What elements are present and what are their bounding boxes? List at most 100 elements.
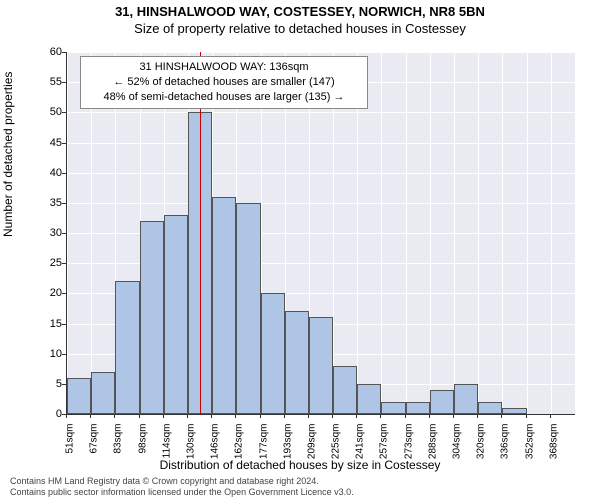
y-tick-mark xyxy=(62,384,66,385)
x-tick-label: 241sqm xyxy=(355,424,366,474)
y-tick-label: 10 xyxy=(32,348,62,360)
y-tick-label: 60 xyxy=(32,46,62,58)
x-tick-label: 273sqm xyxy=(403,424,414,474)
y-tick-label: 5 xyxy=(32,378,62,390)
histogram-bar xyxy=(115,281,139,414)
x-tick-mark xyxy=(380,414,381,418)
y-tick-mark xyxy=(62,173,66,174)
y-tick-mark xyxy=(62,112,66,113)
x-tick-mark xyxy=(260,414,261,418)
x-tick-label: 288sqm xyxy=(427,424,438,474)
x-tick-mark xyxy=(284,414,285,418)
x-tick-mark xyxy=(550,414,551,418)
histogram-bar xyxy=(357,384,381,414)
histogram-bar xyxy=(236,203,260,414)
footer-line-1: Contains HM Land Registry data © Crown c… xyxy=(10,476,590,487)
x-tick-label: 209sqm xyxy=(306,424,317,474)
y-tick-mark xyxy=(62,233,66,234)
x-tick-label: 67sqm xyxy=(89,424,100,474)
x-tick-label: 162sqm xyxy=(234,424,245,474)
x-tick-mark xyxy=(139,414,140,418)
x-tick-label: 225sqm xyxy=(331,424,342,474)
y-tick-mark xyxy=(62,82,66,83)
y-tick-label: 55 xyxy=(32,76,62,88)
y-axis-label: Number of detached properties xyxy=(1,72,15,237)
vgridline xyxy=(502,52,503,414)
x-tick-label: 257sqm xyxy=(379,424,390,474)
histogram-bar xyxy=(333,366,357,414)
footer-line-2: Contains public sector information licen… xyxy=(10,487,590,498)
x-tick-label: 51sqm xyxy=(65,424,76,474)
gridline xyxy=(67,203,575,204)
x-tick-label: 114sqm xyxy=(161,424,172,474)
x-tick-mark xyxy=(235,414,236,418)
gridline xyxy=(67,143,575,144)
x-tick-label: 177sqm xyxy=(258,424,269,474)
x-tick-label: 83sqm xyxy=(113,424,124,474)
y-tick-mark xyxy=(62,143,66,144)
histogram-bar xyxy=(261,293,285,414)
x-tick-label: 368sqm xyxy=(548,424,559,474)
x-tick-mark xyxy=(405,414,406,418)
x-tick-label: 304sqm xyxy=(452,424,463,474)
histogram-bar xyxy=(430,390,454,414)
y-tick-mark xyxy=(62,324,66,325)
y-tick-label: 45 xyxy=(32,137,62,149)
x-tick-label: 193sqm xyxy=(282,424,293,474)
vgridline xyxy=(406,52,407,414)
gridline xyxy=(67,173,575,174)
x-tick-label: 352sqm xyxy=(524,424,535,474)
histogram-bar xyxy=(309,317,333,414)
x-tick-label: 146sqm xyxy=(210,424,221,474)
x-tick-mark xyxy=(163,414,164,418)
histogram-bar xyxy=(478,402,502,414)
histogram-bar xyxy=(140,221,164,414)
vgridline xyxy=(430,52,431,414)
y-tick-mark xyxy=(62,263,66,264)
y-tick-mark xyxy=(62,354,66,355)
vgridline xyxy=(381,52,382,414)
annotation-line-2: ← 52% of detached houses are smaller (14… xyxy=(88,75,360,90)
y-tick-label: 20 xyxy=(32,287,62,299)
y-tick-label: 35 xyxy=(32,197,62,209)
vgridline xyxy=(67,52,68,414)
annotation-box: 31 HINSHALWOOD WAY: 136sqm ← 52% of deta… xyxy=(80,56,368,109)
x-tick-mark xyxy=(187,414,188,418)
histogram-bar xyxy=(502,408,526,414)
vgridline xyxy=(454,52,455,414)
x-tick-mark xyxy=(501,414,502,418)
y-tick-label: 25 xyxy=(32,257,62,269)
histogram-bar xyxy=(164,215,188,414)
y-tick-label: 50 xyxy=(32,106,62,118)
vgridline xyxy=(551,52,552,414)
x-tick-label: 130sqm xyxy=(185,424,196,474)
footer-text: Contains HM Land Registry data © Crown c… xyxy=(10,476,590,498)
y-tick-label: 0 xyxy=(32,408,62,420)
x-tick-mark xyxy=(66,414,67,418)
histogram-bar xyxy=(67,378,91,414)
y-tick-mark xyxy=(62,52,66,53)
vgridline xyxy=(478,52,479,414)
y-tick-label: 30 xyxy=(32,227,62,239)
x-tick-mark xyxy=(332,414,333,418)
y-tick-mark xyxy=(62,293,66,294)
histogram-bar xyxy=(91,372,115,414)
chart-subtitle: Size of property relative to detached ho… xyxy=(0,19,600,36)
x-tick-mark xyxy=(477,414,478,418)
histogram-bar xyxy=(406,402,430,414)
x-tick-mark xyxy=(308,414,309,418)
x-tick-mark xyxy=(211,414,212,418)
x-tick-label: 336sqm xyxy=(500,424,511,474)
x-tick-mark xyxy=(526,414,527,418)
x-tick-mark xyxy=(356,414,357,418)
histogram-bar xyxy=(381,402,405,414)
gridline xyxy=(67,112,575,113)
histogram-bar xyxy=(212,197,236,414)
x-tick-label: 320sqm xyxy=(476,424,487,474)
y-tick-mark xyxy=(62,203,66,204)
x-tick-mark xyxy=(429,414,430,418)
vgridline xyxy=(527,52,528,414)
x-tick-mark xyxy=(90,414,91,418)
histogram-bar xyxy=(285,311,309,414)
gridline xyxy=(67,52,575,53)
